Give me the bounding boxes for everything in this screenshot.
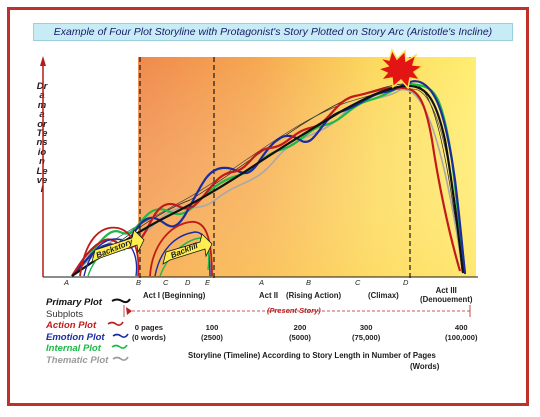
page-count-100-words: (2500)	[201, 332, 223, 342]
marker-act2-c: C	[355, 278, 361, 287]
marker-act1-a: A	[64, 278, 70, 287]
page-count-200: 200 (5000)	[289, 323, 311, 342]
act1-label: Act I (Beginning)	[143, 291, 206, 300]
present-story-label: (Present Story)	[267, 306, 321, 315]
y-axis-label: Drama or Tension Level	[36, 81, 48, 196]
legend-emotion-glyph	[112, 333, 129, 338]
page-count-400-pages: 400	[454, 323, 468, 332]
legend-action: Action Plot	[46, 320, 97, 332]
rising-action-label: (Rising Action)	[286, 291, 342, 300]
internal-plot-line	[71, 83, 467, 277]
x-axis-caption-words: (Words)	[410, 362, 440, 371]
legend: Primary Plot Subplots Action Plot Emotio…	[46, 297, 108, 367]
marker-act2-d: D	[403, 278, 409, 287]
emotion-plot-line	[71, 80, 467, 277]
climax-label: (Climax)	[368, 291, 399, 300]
page-count-0: 0 pages (0 words)	[132, 323, 166, 342]
legend-internal-glyph	[111, 344, 128, 349]
climax-starburst-icon	[375, 48, 426, 90]
page-count-100-pages: 100	[205, 323, 219, 332]
backstory-arrow	[91, 229, 145, 263]
page-count-0-words: (0 words)	[132, 332, 166, 342]
backstory-loop-left	[79, 226, 140, 277]
marker-act1-c: C	[163, 278, 169, 287]
legend-subplots: Subplots	[46, 308, 83, 320]
page-count-200-words: (5000)	[289, 332, 311, 342]
marker-act1-d: D	[185, 278, 191, 287]
diagram-title: Example of Four Plot Storyline with Prot…	[33, 23, 513, 41]
page-count-400-words: (100,000)	[445, 332, 478, 342]
x-axis-caption: Storyline (Timeline) According to Story …	[188, 351, 436, 360]
primary-plot-line	[71, 84, 465, 277]
page-count-100: 100 (2500)	[201, 323, 223, 342]
act2-label: Act II	[259, 291, 279, 300]
backfill-arrow	[162, 233, 213, 265]
legend-emotion: Emotion Plot	[46, 331, 105, 343]
page-count-400: 400 (100,000)	[445, 323, 478, 342]
legend-internal: Internal Plot	[46, 343, 101, 355]
marker-act2-b: B	[306, 278, 312, 287]
legend-action-glyph	[107, 321, 124, 326]
act3-title: Act III	[435, 286, 457, 295]
marker-act2-a: A	[259, 278, 265, 287]
backstory-loop-left	[83, 238, 138, 277]
legend-primary-glyph	[111, 298, 131, 304]
page-count-0-pages: 0 pages	[134, 323, 164, 332]
legend-primary: Primary Plot	[46, 297, 102, 308]
page-count-300: 300 (75,000)	[352, 323, 380, 342]
page-count-200-pages: 200	[293, 323, 307, 332]
act3-label: Act III (Denouement)	[420, 286, 472, 304]
legend-thematic-glyph	[112, 356, 129, 361]
page-count-300-words: (75,000)	[352, 332, 381, 342]
legend-thematic: Thematic Plot	[46, 354, 109, 366]
act3-subtitle: (Denouement)	[420, 295, 473, 304]
page-count-300-pages: 300	[359, 323, 373, 332]
marker-act1-b: B	[136, 278, 142, 287]
marker-act1-e: E	[205, 278, 211, 287]
